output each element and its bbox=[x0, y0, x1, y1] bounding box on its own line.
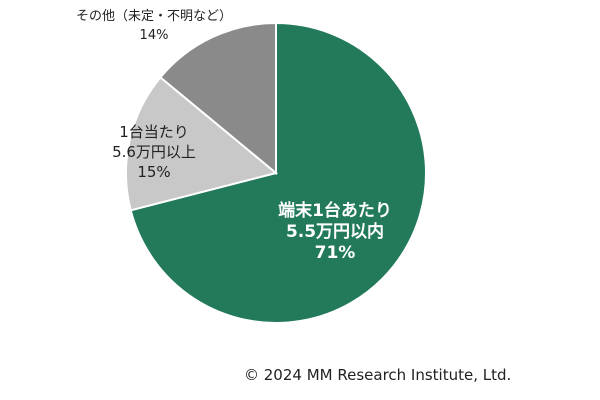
slice-label-2-line-1: 1台当たり bbox=[119, 123, 189, 141]
slice-value-label-2: 15% bbox=[137, 163, 170, 181]
slice-value-label-1: 71% bbox=[315, 243, 356, 263]
slice-label-1-line-1: 端末1台あたり bbox=[278, 200, 392, 221]
pie-slice-2 bbox=[125, 75, 279, 212]
pie-slice-1 bbox=[129, 21, 427, 324]
pie-slice-3 bbox=[159, 21, 277, 176]
pie-slices bbox=[125, 21, 427, 324]
slice-label-2-line-2: 5.6万円以上 bbox=[112, 143, 196, 161]
slice-label-3-line-1: その他（未定・不明など） bbox=[76, 9, 232, 24]
slice-label-1-line-2: 5.5万円以内 bbox=[286, 221, 384, 242]
copyright-text: © 2024 MM Research Institute, Ltd. bbox=[244, 366, 512, 384]
slice-value-label-3: 14% bbox=[140, 28, 169, 43]
